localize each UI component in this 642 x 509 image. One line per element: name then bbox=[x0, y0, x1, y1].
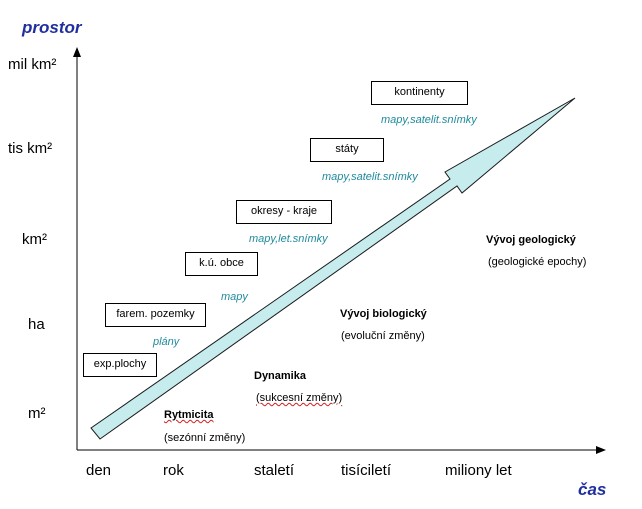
box-staty: státy bbox=[310, 138, 384, 162]
phase-biologicky-title: Vývoj biologický bbox=[340, 308, 427, 320]
phase-dynamika-sub: (sukcesní změny) bbox=[256, 392, 343, 404]
y-axis-title: prostor bbox=[22, 18, 82, 37]
box-ku-obce: k.ú. obce bbox=[185, 252, 258, 276]
x-label-tisicileti: tisíciletí bbox=[341, 462, 392, 479]
phase-rytmicita-sub: (sezónní změny) bbox=[164, 432, 246, 444]
growth-arrow bbox=[90, 97, 576, 440]
source-pozemky: plány bbox=[153, 336, 180, 348]
x-label-den: den bbox=[86, 462, 112, 479]
y-axis-arrowhead bbox=[73, 47, 81, 57]
phase-rytmicita-title: Rytmicita bbox=[164, 409, 214, 421]
source-okresy: mapy,let.snímky bbox=[249, 233, 328, 245]
source-staty: mapy,satelit.snímky bbox=[322, 171, 418, 183]
x-label-staleti: staletí bbox=[254, 462, 295, 479]
y-label-mil-km2: mil km² bbox=[8, 56, 57, 73]
x-label-miliony-let: miliony let bbox=[445, 462, 512, 479]
x-axis-title: čas bbox=[578, 480, 607, 499]
box-farem-pozemky: farem. pozemky bbox=[105, 303, 206, 327]
y-label-tis-km2: tis km² bbox=[8, 140, 53, 157]
y-label-m2: m² bbox=[28, 405, 46, 422]
y-label-ha: ha bbox=[28, 316, 45, 333]
phase-dynamika-title: Dynamika bbox=[254, 370, 306, 382]
phase-geologicky-sub: (geologické epochy) bbox=[488, 256, 587, 268]
x-axis-arrowhead bbox=[596, 446, 606, 454]
y-label-km2: km² bbox=[22, 231, 47, 248]
box-exp-plochy: exp.plochy bbox=[83, 353, 157, 377]
x-label-rok: rok bbox=[163, 462, 184, 479]
source-kontinenty: mapy,satelit.snímky bbox=[381, 114, 477, 126]
box-okresy-kraje: okresy - kraje bbox=[236, 200, 332, 224]
phase-biologicky-sub: (evoluční změny) bbox=[341, 330, 425, 342]
source-obce: mapy bbox=[221, 291, 248, 303]
phase-geologicky-title: Vývoj geologický bbox=[486, 234, 576, 246]
box-kontinenty: kontinenty bbox=[371, 81, 468, 105]
